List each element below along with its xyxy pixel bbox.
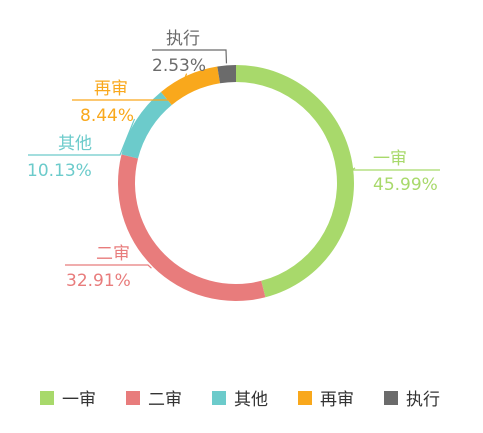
slice-labels: 一审 45.99% 二审 32.91% 其他 10.13% 再审 8.44% 执行 2.53% xyxy=(27,29,438,291)
legend-item-ershen[interactable]: 二审 xyxy=(126,390,182,410)
value-label-zhixing: 2.53% xyxy=(152,56,206,76)
legend-swatch-yishen xyxy=(40,391,54,405)
slice-ershen xyxy=(117,154,266,301)
slice-yishen xyxy=(236,65,354,298)
legend-item-zaishen[interactable]: 再审 xyxy=(298,390,354,410)
legend-item-zhixing[interactable]: 执行 xyxy=(384,390,440,410)
donut-slices xyxy=(117,65,354,301)
legend-swatch-zhixing xyxy=(384,391,398,405)
legend: 一审 二审 其他 再审 执行 xyxy=(40,390,440,410)
legend-swatch-qita xyxy=(212,391,226,405)
legend-swatch-ershen xyxy=(126,391,140,405)
value-label-yishen: 45.99% xyxy=(373,175,438,195)
value-label-zaishen: 8.44% xyxy=(80,106,134,126)
slice-label-qita: 其他 xyxy=(58,134,92,154)
slice-label-ershen: 二审 xyxy=(96,244,130,264)
leader-line-zhixing xyxy=(152,49,228,64)
leader-line-zaishen xyxy=(72,73,188,101)
slice-label-zhixing: 执行 xyxy=(166,29,200,49)
slice-zhixing xyxy=(217,65,236,84)
legend-label-yishen: 一审 xyxy=(62,390,96,410)
legend-label-ershen: 二审 xyxy=(148,390,182,410)
legend-label-zaishen: 再审 xyxy=(320,390,354,410)
slice-qita xyxy=(121,91,172,159)
leader-line-qita xyxy=(28,118,136,156)
slice-label-yishen: 一审 xyxy=(373,149,407,169)
leader-line-ershen xyxy=(65,264,152,269)
label-leaders xyxy=(28,49,440,269)
slice-label-zaishen: 再审 xyxy=(94,79,128,99)
legend-item-yishen[interactable]: 一审 xyxy=(40,390,96,410)
legend-label-zhixing: 执行 xyxy=(406,390,440,410)
value-label-ershen: 32.91% xyxy=(66,271,131,291)
legend-item-qita[interactable]: 其他 xyxy=(212,390,268,410)
slice-zaishen xyxy=(160,66,221,106)
legend-label-qita: 其他 xyxy=(234,390,268,410)
legend-swatch-zaishen xyxy=(298,391,312,405)
value-label-qita: 10.13% xyxy=(27,161,92,181)
leader-line-yishen xyxy=(350,167,440,171)
